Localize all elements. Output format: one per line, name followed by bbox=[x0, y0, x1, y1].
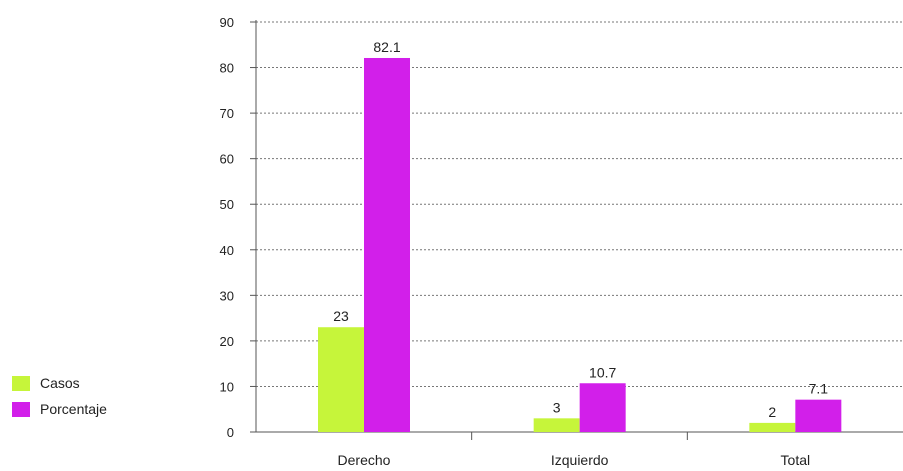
data-label: 23 bbox=[333, 308, 349, 324]
legend-label-porcentaje: Porcentaje bbox=[40, 401, 107, 417]
legend-swatch-casos bbox=[12, 375, 30, 391]
data-label: 82.1 bbox=[373, 39, 400, 55]
x-category-label: Total bbox=[781, 452, 811, 468]
legend-swatch-porcentaje bbox=[12, 401, 30, 417]
y-tick-label: 10 bbox=[220, 379, 234, 394]
y-tick-label: 20 bbox=[220, 334, 234, 349]
bar-porcentaje-total bbox=[795, 399, 842, 432]
legend-label-casos: Casos bbox=[40, 375, 80, 391]
data-label: 2 bbox=[768, 404, 776, 420]
bar-porcentaje-derecho bbox=[364, 57, 410, 432]
y-tick-label: 50 bbox=[220, 197, 234, 212]
y-tick-label: 30 bbox=[220, 288, 234, 303]
bar-casos-izquierdo bbox=[533, 418, 580, 432]
legend-item-porcentaje: Porcentaje bbox=[12, 399, 107, 419]
bar-porcentaje-izquierdo bbox=[579, 383, 626, 432]
data-label: 10.7 bbox=[589, 364, 616, 380]
y-tick-label: 40 bbox=[220, 243, 234, 258]
y-tick-label: 60 bbox=[220, 152, 234, 167]
y-tick-label: 0 bbox=[227, 425, 234, 440]
x-category-label: Derecho bbox=[338, 452, 391, 468]
data-label: 7.1 bbox=[809, 381, 829, 397]
legend-item-casos: Casos bbox=[12, 373, 107, 393]
y-tick-label: 80 bbox=[220, 61, 234, 76]
y-tick-label: 90 bbox=[220, 15, 234, 30]
x-category-label: Izquierdo bbox=[551, 452, 609, 468]
bar-casos-total bbox=[749, 422, 796, 432]
data-label: 3 bbox=[553, 399, 561, 415]
bar-casos-derecho bbox=[318, 327, 364, 432]
y-tick-label: 70 bbox=[220, 106, 234, 121]
legend: Casos Porcentaje bbox=[12, 373, 107, 425]
